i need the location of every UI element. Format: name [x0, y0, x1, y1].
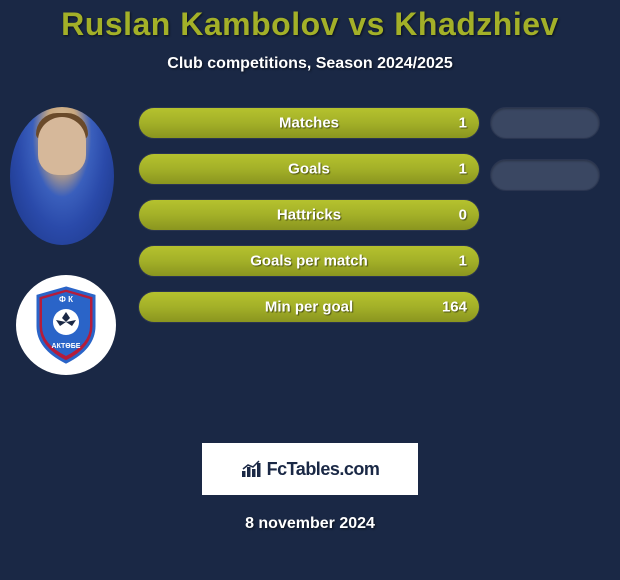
player-avatar [10, 107, 114, 245]
stat-row-hattricks: Hattricks 0 [138, 199, 480, 231]
chart-icon [241, 460, 263, 478]
stat-value: 1 [459, 161, 467, 178]
stat-label: Min per goal [139, 299, 479, 316]
stat-value: 1 [459, 115, 467, 132]
comparison-content: Ф К АКТӨБЕ Matches 1 Goals 1 Hattricks 0… [0, 107, 620, 387]
stat-value: 164 [442, 299, 467, 316]
stat-label: Goals [139, 161, 479, 178]
player-column: Ф К АКТӨБЕ [8, 107, 128, 375]
logo-top-text: Ф К [59, 295, 73, 304]
opponent-pill [490, 107, 600, 139]
page-subtitle: Club competitions, Season 2024/2025 [0, 55, 620, 73]
page-title: Ruslan Kambolov vs Khadzhiev [0, 6, 620, 43]
opponent-pill [490, 159, 600, 191]
stat-label: Hattricks [139, 207, 479, 224]
site-badge[interactable]: FcTables.com [202, 443, 418, 495]
stat-bars: Matches 1 Goals 1 Hattricks 0 Goals per … [138, 107, 480, 337]
stat-label: Goals per match [139, 253, 479, 270]
stat-value: 0 [459, 207, 467, 224]
shield-icon: Ф К АКТӨБЕ [32, 286, 100, 364]
stat-row-matches: Matches 1 [138, 107, 480, 139]
stat-label: Matches [139, 115, 479, 132]
site-label: FcTables.com [267, 459, 380, 480]
avatar-head [38, 117, 86, 175]
stat-row-mpg: Min per goal 164 [138, 291, 480, 323]
logo-bottom-text: АКТӨБЕ [52, 343, 81, 350]
stat-row-gpm: Goals per match 1 [138, 245, 480, 277]
stat-row-goals: Goals 1 [138, 153, 480, 185]
opponent-column [490, 107, 600, 211]
date-text: 8 november 2024 [0, 515, 620, 533]
stat-value: 1 [459, 253, 467, 270]
header: Ruslan Kambolov vs Khadzhiev Club compet… [0, 0, 620, 73]
club-logo: Ф К АКТӨБЕ [16, 275, 116, 375]
